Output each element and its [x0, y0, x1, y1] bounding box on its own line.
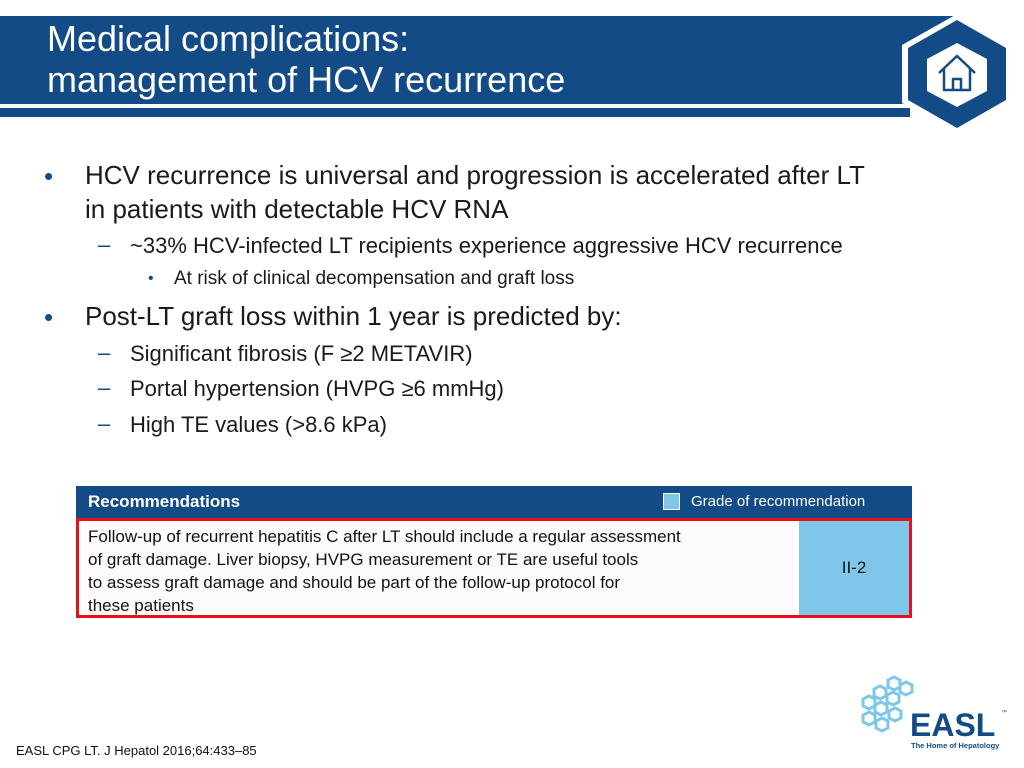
dash-marker: –	[98, 340, 111, 365]
recommendations-box: Recommendations Grade of recommendation …	[76, 486, 912, 618]
bullet-1-sub-1: ~33% HCV-infected LT recipients experien…	[130, 233, 843, 258]
slide-title-line-2: management of HCV recurrence	[47, 59, 566, 100]
slide-title: Medical complications: management of HCV…	[47, 18, 565, 100]
dash-marker: –	[98, 232, 111, 257]
dash-marker: –	[98, 375, 111, 400]
recommendations-heading: Recommendations	[88, 492, 241, 511]
recommendation-line: to assess graft damage and should be par…	[88, 573, 621, 592]
bullet-1-sub-1-sub: At risk of clinical decompensation and g…	[174, 268, 575, 289]
grade-legend-label: Grade of recommendation	[691, 493, 866, 510]
header-divider	[0, 108, 910, 117]
logo-wordmark: EASL	[910, 707, 995, 743]
bullet-1: HCV recurrence is universal and progress…	[85, 158, 965, 226]
header-bar	[0, 16, 960, 104]
citation: EASL CPG LT. J Hepatol 2016;64:433–85	[16, 743, 257, 758]
bullet-2-sub-3: High TE values (>8.6 kPa)	[130, 412, 387, 437]
easl-logo: EASL ™ The Home of Hepatology	[861, 675, 1007, 750]
logo-trademark: ™	[1001, 709, 1007, 716]
bullet-marker: •	[44, 302, 54, 332]
bullet-2-sub-2: Portal hypertension (HVPG ≥6 mmHg)	[130, 376, 504, 401]
grade-cell: II-2	[799, 521, 909, 615]
recommendation-text: Follow-up of recurrent hepatitis C after…	[88, 525, 798, 617]
grade-legend-swatch	[663, 493, 680, 510]
slide-title-line-1: Medical complications:	[47, 18, 410, 59]
bullet-1-line-2: in patients with detectable HCV RNA	[85, 194, 509, 224]
recommendation-line: Follow-up of recurrent hepatitis C after…	[88, 527, 681, 546]
recommendation-line: these patients	[88, 596, 194, 615]
recommendations-header: Recommendations Grade of recommendation	[76, 486, 912, 518]
recommendation-line: of graft damage. Liver biopsy, HVPG meas…	[88, 550, 639, 569]
dash-marker: –	[98, 411, 111, 436]
bullet-marker: •	[44, 161, 54, 191]
bullet-2: Post-LT graft loss within 1 year is pred…	[85, 301, 622, 331]
home-icon[interactable]	[898, 12, 1016, 136]
bullet-1-line-1: HCV recurrence is universal and progress…	[85, 160, 865, 190]
recommendation-row: Follow-up of recurrent hepatitis C after…	[76, 518, 912, 618]
bullet-2-sub-1: Significant fibrosis (F ≥2 METAVIR)	[130, 341, 473, 366]
logo-hexagons-icon	[861, 675, 914, 733]
sub-bullet-marker: •	[148, 270, 154, 287]
logo-tagline: The Home of Hepatology	[911, 741, 1000, 750]
